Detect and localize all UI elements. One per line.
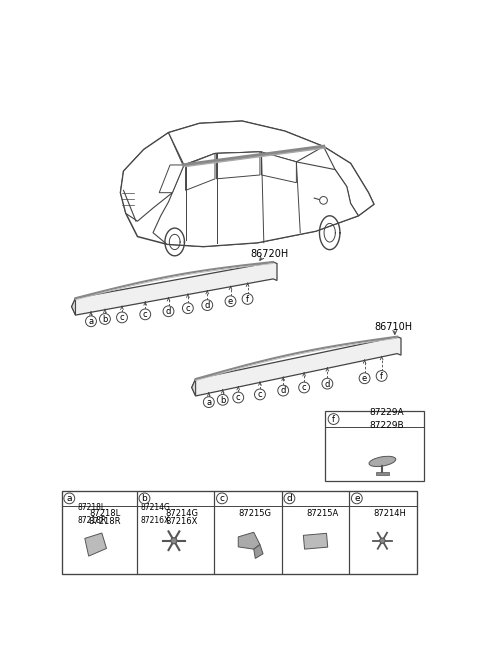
- Polygon shape: [254, 544, 263, 558]
- Circle shape: [99, 314, 110, 324]
- Circle shape: [376, 371, 387, 381]
- Polygon shape: [72, 298, 75, 315]
- Polygon shape: [192, 337, 401, 396]
- Circle shape: [139, 493, 150, 504]
- Circle shape: [182, 303, 193, 314]
- Bar: [349, 491, 417, 574]
- Circle shape: [225, 296, 236, 306]
- Circle shape: [64, 493, 75, 504]
- Circle shape: [242, 293, 253, 304]
- Polygon shape: [85, 533, 107, 556]
- Circle shape: [216, 493, 228, 504]
- Polygon shape: [120, 121, 374, 247]
- Text: b: b: [220, 396, 226, 405]
- Text: a: a: [206, 398, 211, 407]
- Text: c: c: [186, 304, 190, 313]
- Text: a: a: [67, 494, 72, 503]
- Text: a: a: [88, 317, 94, 326]
- Bar: [61, 491, 137, 574]
- Text: 87216X: 87216X: [166, 517, 198, 526]
- Text: 87214G: 87214G: [165, 509, 198, 518]
- Bar: [282, 491, 349, 574]
- Text: d: d: [166, 307, 171, 316]
- Text: 87218R: 87218R: [89, 517, 121, 526]
- Circle shape: [328, 414, 339, 424]
- Bar: [325, 411, 424, 481]
- Text: 87215G: 87215G: [239, 509, 272, 518]
- Circle shape: [217, 394, 228, 405]
- Bar: [376, 472, 389, 475]
- Circle shape: [117, 312, 127, 323]
- Text: 87215A: 87215A: [307, 509, 339, 518]
- Text: f: f: [380, 372, 383, 381]
- Polygon shape: [324, 146, 374, 216]
- Circle shape: [163, 306, 174, 317]
- Text: c: c: [236, 394, 240, 402]
- Circle shape: [380, 538, 385, 543]
- Text: b: b: [142, 494, 147, 503]
- Polygon shape: [120, 133, 184, 221]
- Bar: [214, 491, 282, 574]
- Text: 87218L
87218R: 87218L 87218R: [77, 503, 106, 525]
- Polygon shape: [72, 262, 277, 315]
- Bar: [137, 491, 214, 574]
- Circle shape: [140, 309, 151, 319]
- Circle shape: [202, 300, 213, 310]
- Polygon shape: [186, 154, 215, 190]
- Text: 87214G
87216X: 87214G 87216X: [141, 503, 170, 525]
- Text: d: d: [287, 494, 292, 503]
- Circle shape: [284, 493, 295, 504]
- Circle shape: [299, 382, 310, 393]
- Text: f: f: [246, 295, 249, 304]
- Polygon shape: [153, 152, 359, 247]
- Circle shape: [320, 197, 327, 204]
- Text: b: b: [102, 315, 108, 324]
- Text: 86720H: 86720H: [250, 249, 288, 259]
- Text: e: e: [354, 494, 360, 503]
- Circle shape: [351, 493, 362, 504]
- Text: 87214H: 87214H: [374, 509, 407, 518]
- Text: d: d: [204, 301, 210, 310]
- Text: e: e: [362, 374, 367, 383]
- Circle shape: [233, 392, 244, 403]
- Polygon shape: [192, 379, 196, 396]
- Polygon shape: [262, 152, 296, 182]
- Text: 86710H: 86710H: [374, 321, 412, 332]
- Polygon shape: [216, 152, 260, 179]
- Text: c: c: [219, 494, 225, 503]
- Circle shape: [359, 373, 370, 384]
- Bar: [61, 491, 417, 574]
- Text: d: d: [324, 380, 330, 388]
- Text: 87229A
87229B: 87229A 87229B: [369, 408, 404, 430]
- Text: c: c: [120, 314, 124, 322]
- Bar: [303, 533, 328, 549]
- Text: c: c: [302, 383, 306, 392]
- Text: c: c: [143, 310, 147, 319]
- Circle shape: [204, 397, 214, 407]
- Circle shape: [278, 385, 288, 396]
- Text: 87218L: 87218L: [89, 509, 120, 518]
- Text: c: c: [258, 390, 262, 400]
- Polygon shape: [159, 165, 184, 193]
- Text: e: e: [228, 297, 233, 306]
- Circle shape: [85, 316, 96, 327]
- Circle shape: [254, 389, 265, 400]
- Polygon shape: [238, 532, 260, 549]
- Circle shape: [322, 379, 333, 389]
- Circle shape: [171, 538, 177, 544]
- Ellipse shape: [369, 457, 396, 466]
- Polygon shape: [168, 121, 324, 165]
- Text: d: d: [280, 386, 286, 396]
- Text: f: f: [332, 415, 335, 424]
